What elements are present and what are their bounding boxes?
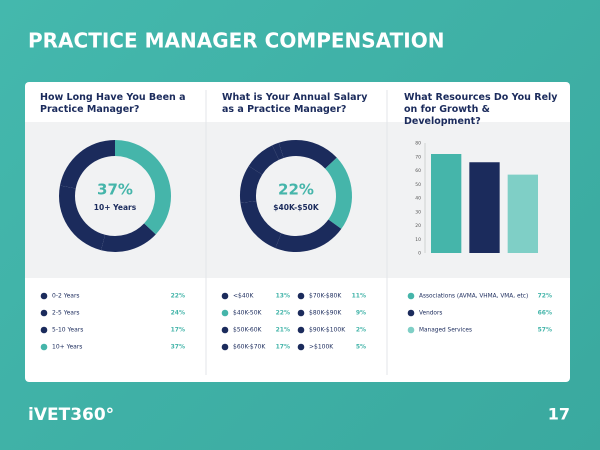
bar <box>507 174 538 253</box>
legend-value: 11% <box>352 293 366 300</box>
legend-swatch <box>221 292 229 300</box>
center-label: 10+ Years <box>94 203 137 212</box>
donut-segment <box>272 142 284 160</box>
legend-value: 2% <box>356 327 366 334</box>
legend-value: 17% <box>276 344 290 351</box>
legend-label: 10+ Years <box>52 344 82 351</box>
y-tick-label: 70 <box>415 154 421 160</box>
donut-segment <box>240 201 282 249</box>
legend-swatch <box>221 309 229 317</box>
legend-value: 66% <box>538 310 552 317</box>
legend-label: $90K-$100K <box>309 327 346 334</box>
donut-segment <box>296 140 337 169</box>
legend-swatch <box>407 292 415 300</box>
legend-value: 22% <box>171 293 185 300</box>
legend-value: 13% <box>276 293 290 300</box>
donut-segment <box>59 140 115 189</box>
page-title: PRACTICE MANAGER COMPENSATION <box>28 29 444 53</box>
legend-label: $70K-$80K <box>309 293 342 300</box>
legend-value: 21% <box>276 327 290 334</box>
donut-segment <box>59 185 106 251</box>
brand: iVET360° <box>28 405 114 425</box>
legend-swatch <box>221 326 229 334</box>
y-tick-label: 40 <box>415 196 421 202</box>
y-tick-label: 50 <box>415 182 421 188</box>
donut-segment <box>278 140 296 158</box>
legend-swatch <box>40 343 48 351</box>
legend-label: $50K-60K <box>233 327 263 334</box>
legend-swatch <box>297 292 305 300</box>
legend-value: 22% <box>276 310 290 317</box>
legend-label: Vendors <box>419 311 442 317</box>
center-value: 22% <box>278 181 314 199</box>
legend-value: 72% <box>538 293 552 300</box>
y-tick-label: 0 <box>418 251 421 257</box>
legend-value: 17% <box>171 327 185 334</box>
legend-swatch <box>40 326 48 334</box>
legend-swatch <box>40 292 48 300</box>
legend-label: Associations (AVMA, VHMA, VMA, etc) <box>419 294 528 300</box>
legend-label: $40K-50K <box>233 310 263 317</box>
bar <box>469 162 500 253</box>
legend-swatch <box>297 309 305 317</box>
chart-title: What Resources Do You Rely on for Growth… <box>404 92 558 127</box>
legend-swatch <box>221 343 229 351</box>
chart-title: How Long Have You Been a Practice Manage… <box>40 92 186 115</box>
legend-swatch <box>297 343 305 351</box>
center-value: 37% <box>97 181 133 199</box>
donut-segment <box>325 157 352 229</box>
donut-segment <box>115 140 172 235</box>
legend-label: 2-5 Years <box>52 310 80 317</box>
y-tick-label: 80 <box>415 141 421 147</box>
legend-label: Managed Services <box>419 328 472 334</box>
legend-value: 5% <box>356 344 366 351</box>
legend-swatch <box>40 309 48 317</box>
y-tick-label: 30 <box>415 209 421 215</box>
donut-segment <box>275 219 342 253</box>
legend-label: 5-10 Years <box>52 327 83 334</box>
legend-swatch <box>407 326 415 334</box>
legend-label: 0-2 Years <box>52 293 80 300</box>
legend-value: 57% <box>538 327 552 334</box>
legend-label: $80K-$90K <box>309 310 342 317</box>
legend-swatch <box>407 309 415 317</box>
y-tick-label: 10 <box>415 237 421 243</box>
legend-label: $60K-$70K <box>233 344 266 351</box>
donut-segment <box>248 145 279 175</box>
chart-title: What is Your Annual Salary as a Practice… <box>222 92 368 115</box>
legend-swatch <box>297 326 305 334</box>
legend-label: >$100K <box>309 344 334 351</box>
legend-value: 24% <box>171 310 185 317</box>
legend-label: <$40K <box>233 293 254 300</box>
donut-segment <box>239 165 263 204</box>
donut-segment <box>101 223 156 253</box>
legend-value: 37% <box>171 344 185 351</box>
page-number: 17 <box>548 405 570 424</box>
y-tick-label: 60 <box>415 168 421 174</box>
bar <box>431 154 462 253</box>
legend-value: 9% <box>356 310 366 317</box>
center-label: $40K-$50K <box>273 203 320 212</box>
y-tick-label: 20 <box>415 223 421 229</box>
